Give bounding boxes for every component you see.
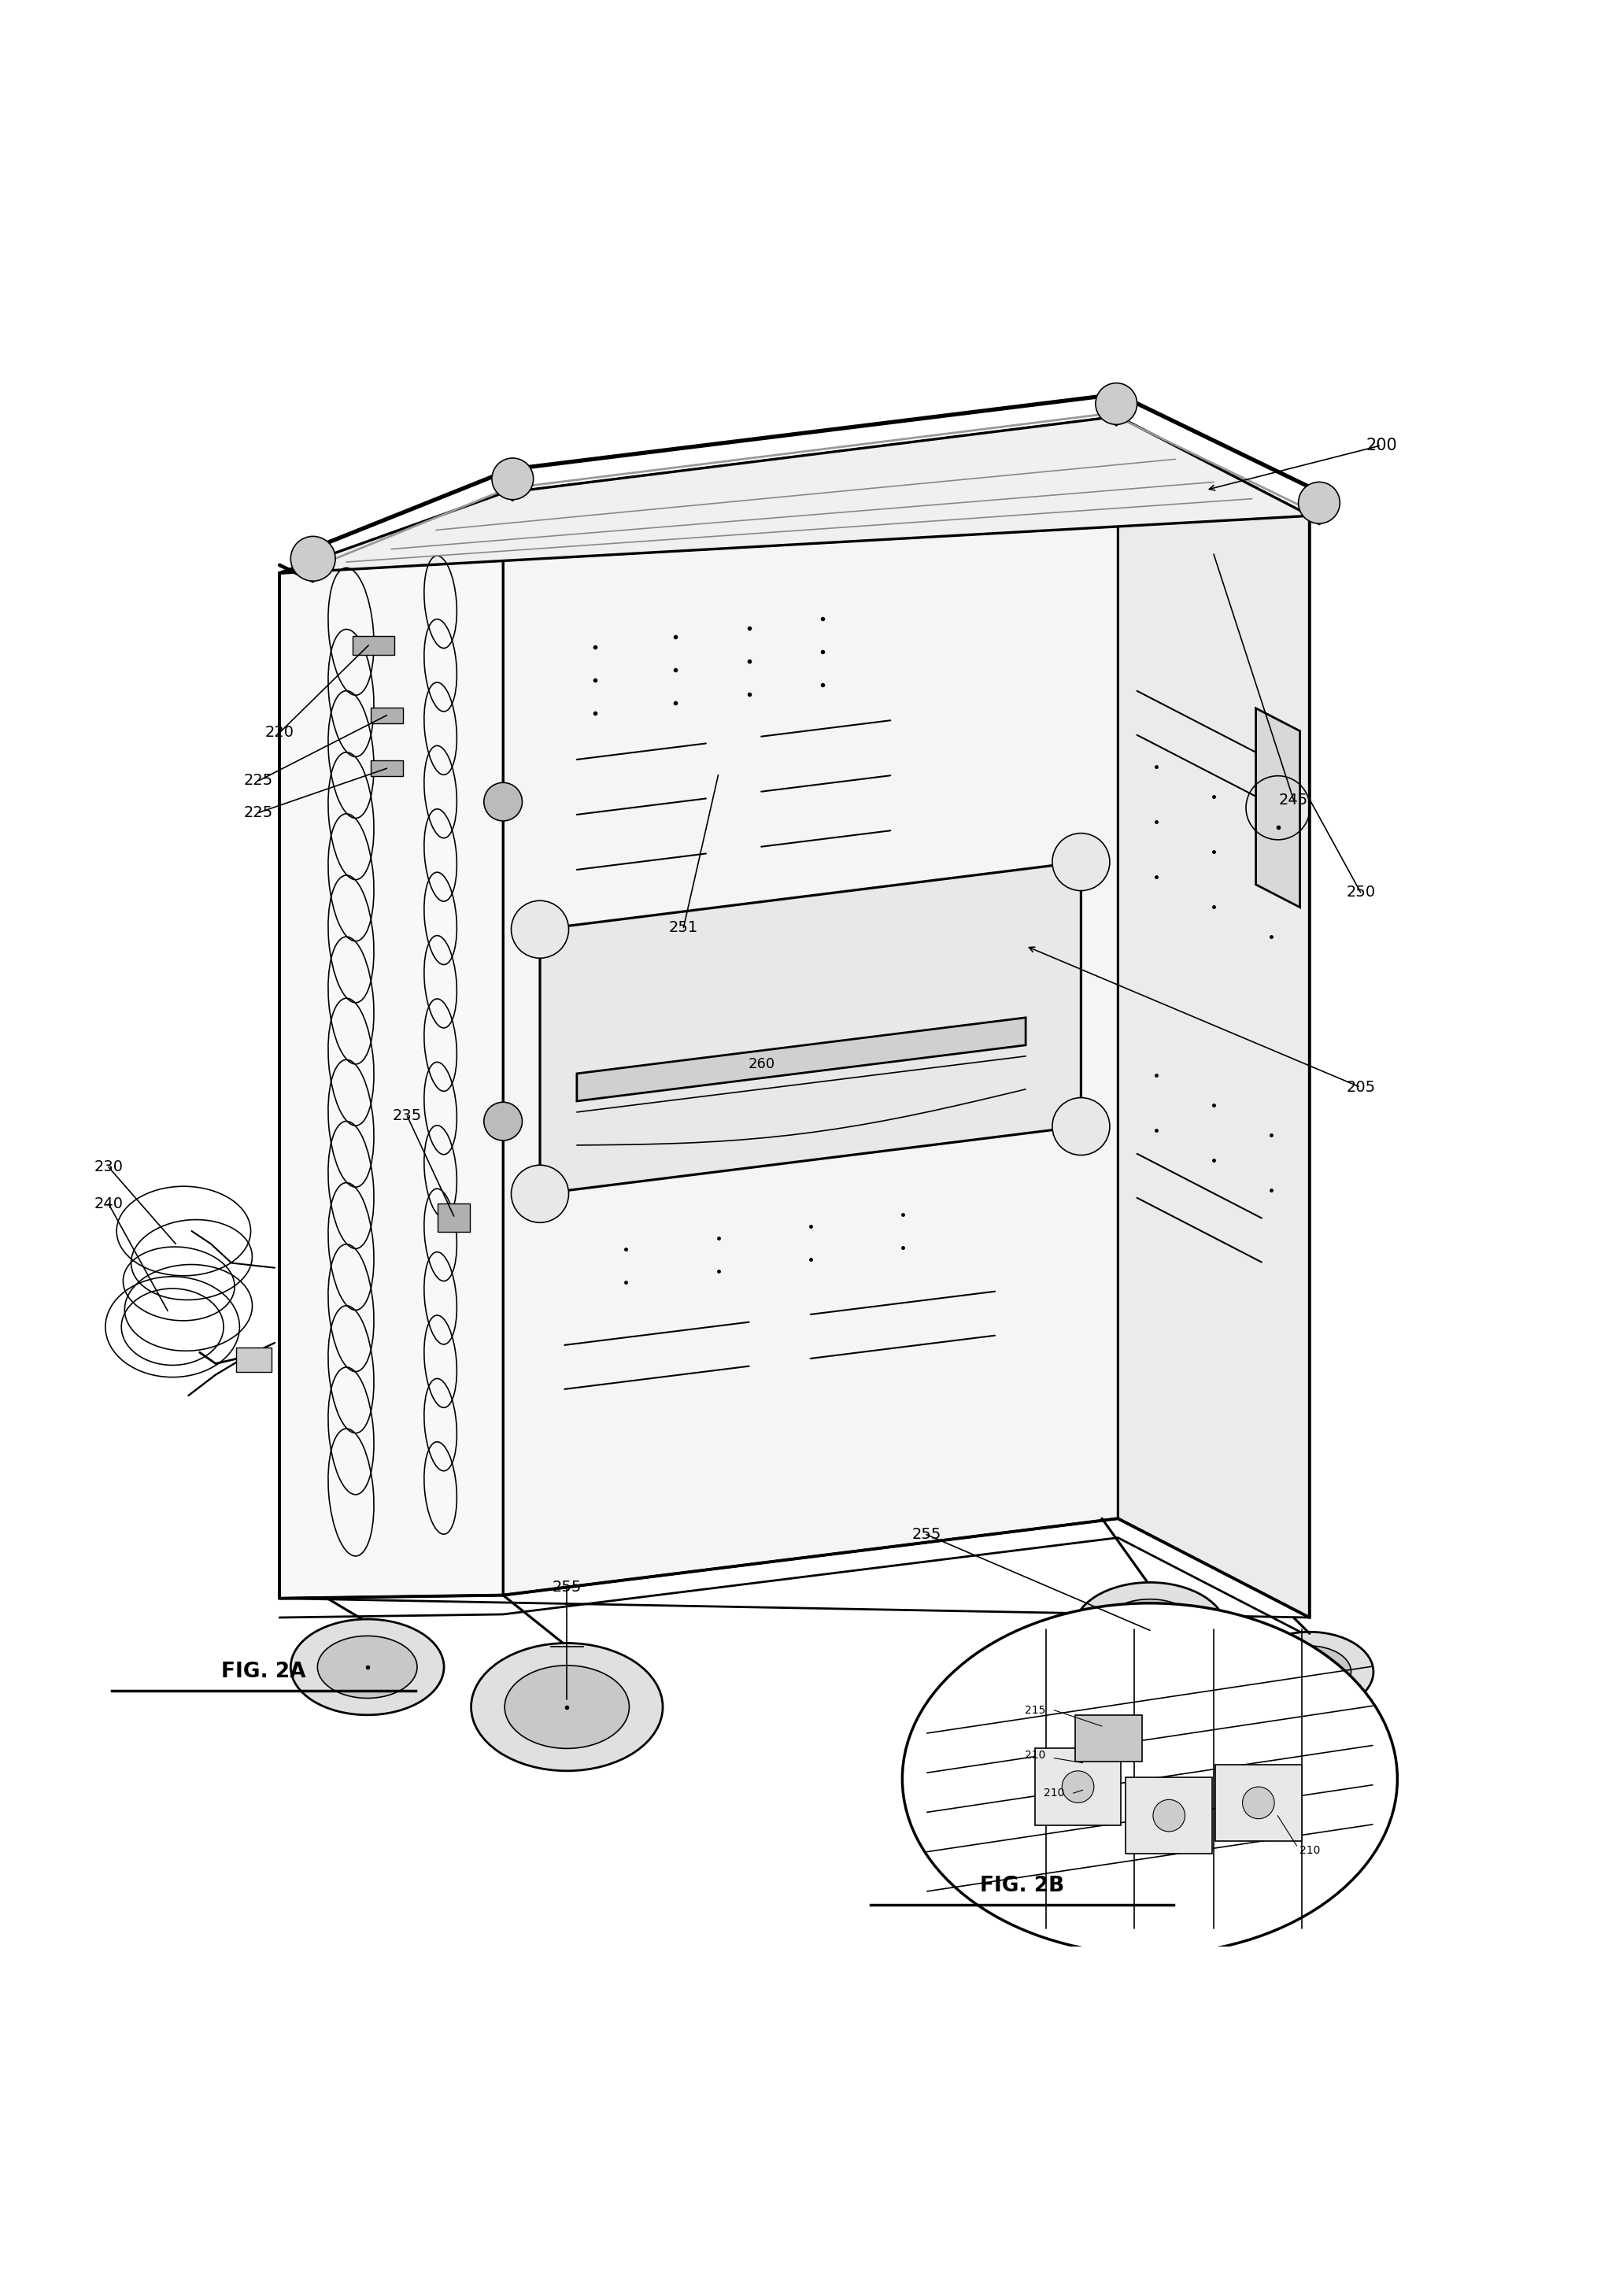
Ellipse shape xyxy=(471,1644,663,1770)
Text: 235: 235 xyxy=(393,1109,422,1123)
Circle shape xyxy=(484,1102,522,1141)
Bar xyxy=(438,1203,470,1233)
Text: 240: 240 xyxy=(94,1196,123,1212)
Text: 225: 225 xyxy=(244,774,273,788)
Polygon shape xyxy=(540,861,1081,1194)
FancyBboxPatch shape xyxy=(1215,1763,1302,1841)
Text: 230: 230 xyxy=(94,1159,123,1176)
FancyBboxPatch shape xyxy=(1075,1715,1142,1761)
Text: 200: 200 xyxy=(1365,439,1397,452)
Text: 255: 255 xyxy=(553,1580,581,1596)
Circle shape xyxy=(511,900,569,957)
Polygon shape xyxy=(1255,707,1300,907)
Ellipse shape xyxy=(1246,1632,1373,1713)
Polygon shape xyxy=(1118,416,1310,1616)
Ellipse shape xyxy=(505,1665,629,1750)
Polygon shape xyxy=(279,494,503,1598)
Circle shape xyxy=(1052,833,1110,891)
Text: 210: 210 xyxy=(1044,1789,1064,1798)
Ellipse shape xyxy=(291,1619,444,1715)
Bar xyxy=(371,760,402,776)
Text: 245: 245 xyxy=(1279,792,1308,808)
Bar xyxy=(236,1348,271,1371)
Circle shape xyxy=(1242,1786,1274,1818)
Text: 210: 210 xyxy=(1025,1750,1044,1761)
Text: 210: 210 xyxy=(1300,1846,1319,1855)
FancyBboxPatch shape xyxy=(1126,1777,1212,1853)
Text: 260: 260 xyxy=(747,1056,775,1070)
Circle shape xyxy=(1298,482,1340,523)
Ellipse shape xyxy=(1268,1646,1351,1697)
Circle shape xyxy=(1062,1770,1094,1802)
Text: 250: 250 xyxy=(1346,884,1375,900)
Circle shape xyxy=(1153,1800,1185,1832)
Polygon shape xyxy=(577,1017,1025,1102)
Circle shape xyxy=(1096,383,1137,425)
Circle shape xyxy=(291,537,335,581)
Circle shape xyxy=(484,783,522,822)
Text: 220: 220 xyxy=(265,726,294,739)
Text: FIG. 2B: FIG. 2B xyxy=(981,1876,1064,1896)
Ellipse shape xyxy=(1100,1600,1199,1662)
Text: 205: 205 xyxy=(1346,1079,1375,1095)
Circle shape xyxy=(492,459,533,501)
Text: 251: 251 xyxy=(669,921,698,934)
Ellipse shape xyxy=(1073,1582,1226,1678)
Text: 255: 255 xyxy=(912,1527,941,1543)
Text: 215: 215 xyxy=(1025,1704,1044,1715)
Bar xyxy=(371,707,402,723)
Ellipse shape xyxy=(318,1635,417,1699)
Polygon shape xyxy=(503,416,1118,1596)
FancyBboxPatch shape xyxy=(1035,1750,1121,1825)
Text: FIG. 2A: FIG. 2A xyxy=(222,1662,305,1683)
Text: 225: 225 xyxy=(244,806,273,820)
Bar xyxy=(353,636,394,654)
Circle shape xyxy=(1052,1097,1110,1155)
Ellipse shape xyxy=(902,1603,1397,1954)
Circle shape xyxy=(511,1164,569,1221)
Polygon shape xyxy=(279,416,1310,574)
